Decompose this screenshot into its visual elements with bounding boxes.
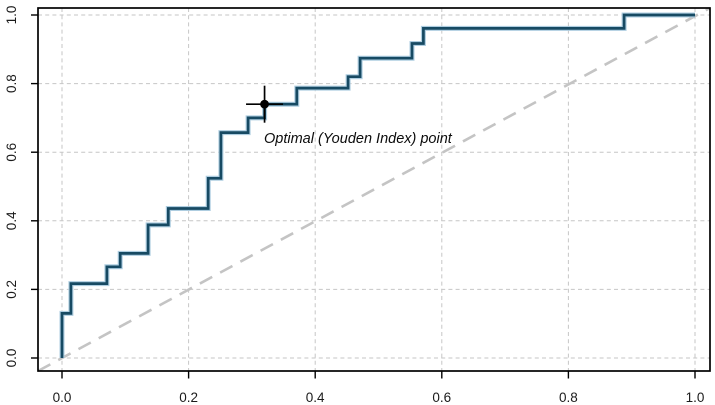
y-tick-label: 1.0 xyxy=(4,6,19,25)
roc-curve-line xyxy=(60,13,695,358)
diagonal-reference-line xyxy=(37,6,711,373)
x-tick-label: 0.4 xyxy=(306,390,325,405)
grid-lines xyxy=(38,8,710,371)
roc-curve-halo xyxy=(59,12,695,358)
x-tick-label: 1.0 xyxy=(686,390,705,405)
roc-curve xyxy=(59,12,695,358)
y-tick-label: 0.0 xyxy=(4,349,19,368)
y-axis: 0.0 0.2 0.4 0.6 0.8 1.0 xyxy=(4,6,38,368)
x-tick-label: 0.0 xyxy=(53,390,72,405)
x-tick-label: 0.2 xyxy=(179,390,198,405)
chance-diagonal-line xyxy=(37,6,711,373)
x-tick-label: 0.8 xyxy=(559,390,578,405)
y-tick-label: 0.4 xyxy=(4,211,19,230)
y-tick-label: 0.2 xyxy=(4,280,19,299)
x-tick-label: 0.6 xyxy=(432,390,451,405)
youden-annotation-label: Optimal (Youden Index) point xyxy=(264,131,453,147)
y-tick-label: 0.6 xyxy=(4,143,19,162)
youden-point-dot xyxy=(260,99,269,109)
x-axis: 0.0 0.2 0.4 0.6 0.8 1.0 xyxy=(53,371,705,405)
youden-marker xyxy=(246,85,284,123)
y-tick-label: 0.8 xyxy=(4,74,19,93)
plot-border xyxy=(37,7,711,372)
